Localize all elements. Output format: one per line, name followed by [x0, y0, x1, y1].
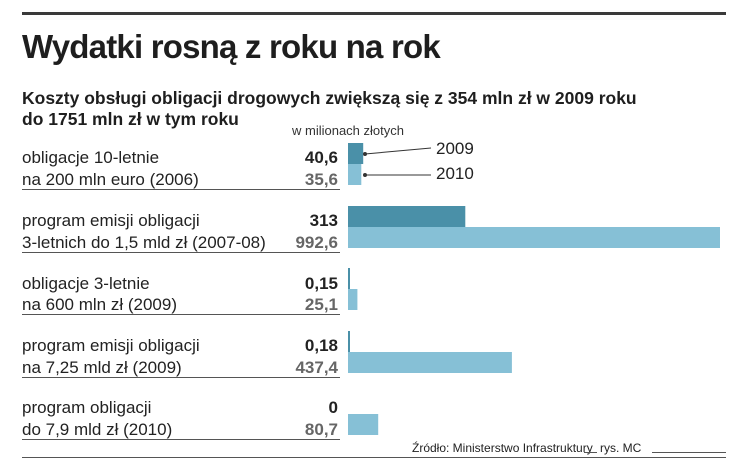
value-label-2010-5: 80,7	[304, 420, 338, 439]
value-label-2010-3: 25,1	[304, 295, 338, 314]
bar-2010-2	[348, 227, 720, 248]
category-label-1-line-1: obligacje 10-letnie	[22, 148, 160, 167]
value-label-2010-1: 35,6	[304, 170, 338, 189]
value-label-2009-1: 40,6	[304, 148, 338, 167]
bar-2009-2	[348, 206, 466, 227]
source-separator-line	[584, 452, 597, 453]
value-label-2009-5: 0	[328, 398, 338, 417]
category-label-2-line-1: program emisji obligacji	[22, 211, 200, 230]
credit-note: rys. MC	[600, 441, 642, 455]
category-label-3-line-1: obligacje 3-letnie	[22, 274, 150, 293]
unit-label: w milionach złotych	[292, 123, 404, 138]
category-underline-1	[22, 189, 340, 190]
value-label-2009-4: 0,18	[304, 336, 338, 355]
bar-2010-1	[348, 164, 362, 185]
category-label-5-line-1: program obligacji	[22, 398, 152, 417]
category-label-3-line-2: na 600 mln zł (2009)	[22, 295, 177, 314]
category-label-4-line-1: program emisji obligacji	[22, 336, 200, 355]
legend-pointer-2010	[363, 173, 431, 177]
legend-label-2009: 2009	[436, 139, 474, 158]
category-underline-4	[22, 377, 340, 378]
bars-group	[348, 143, 720, 435]
category-label-5-line-2: do 7,9 mld zł (2010)	[22, 420, 173, 439]
source-note: Źródło: Ministerstwo Infrastruktury	[412, 441, 593, 455]
bottom-rule	[22, 457, 726, 458]
legend-pointer-2009	[363, 147, 432, 156]
category-label-4-line-2: na 7,25 mld zł (2009)	[22, 358, 182, 377]
value-label-2010-2: 992,6	[295, 233, 338, 252]
value-label-2009-3: 0,15	[304, 274, 338, 293]
value-label-2010-4: 437,4	[295, 358, 338, 377]
bar-2009-4	[348, 331, 350, 352]
top-rule	[22, 12, 726, 15]
bar-2010-3	[348, 289, 358, 310]
chart-subtitle-line-2: do 1751 mln zł w tym roku	[22, 109, 239, 129]
chart-title: Wydatki rosną z roku na rok	[22, 28, 441, 65]
bar-2009-1	[348, 143, 364, 164]
value-label-2009-2: 313	[309, 211, 338, 230]
credit-separator-line	[652, 452, 726, 453]
category-underline-3	[22, 314, 340, 315]
category-label-2-line-2: 3-letnich do 1,5 mld zł (2007-08)	[22, 233, 266, 252]
chart-subtitle-line-1: Koszty obsługi obligacji drogowych zwięk…	[22, 88, 637, 108]
bar-2010-5	[348, 414, 379, 435]
category-label-1-line-2: na 200 mln euro (2006)	[22, 170, 199, 189]
bar-2010-4	[348, 352, 512, 373]
category-underline-2	[22, 252, 340, 253]
bar-2009-3	[348, 268, 350, 289]
category-underline-5	[22, 439, 340, 440]
legend-label-2010: 2010	[436, 164, 474, 183]
